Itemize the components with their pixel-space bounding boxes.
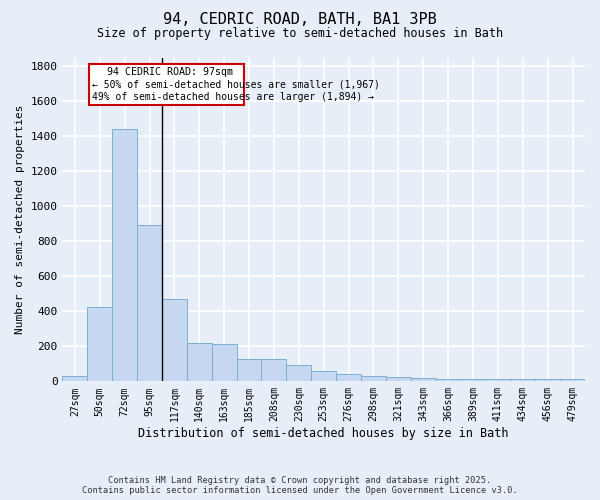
Text: Size of property relative to semi-detached houses in Bath: Size of property relative to semi-detach… — [97, 28, 503, 40]
Bar — [187, 343, 212, 382]
Bar — [311, 371, 336, 382]
Y-axis label: Number of semi-detached properties: Number of semi-detached properties — [15, 104, 25, 334]
Bar — [535, 379, 560, 382]
Bar — [137, 224, 162, 382]
Bar — [162, 299, 187, 382]
Bar — [336, 374, 361, 382]
FancyBboxPatch shape — [89, 64, 244, 105]
Text: 49% of semi-detached houses are larger (1,894) →: 49% of semi-detached houses are larger (… — [92, 92, 374, 102]
Bar — [461, 379, 485, 382]
Text: ← 50% of semi-detached houses are smaller (1,967): ← 50% of semi-detached houses are smalle… — [92, 80, 380, 90]
Bar — [361, 376, 386, 382]
Bar — [485, 379, 511, 382]
Bar — [286, 365, 311, 382]
Text: 94, CEDRIC ROAD, BATH, BA1 3PB: 94, CEDRIC ROAD, BATH, BA1 3PB — [163, 12, 437, 28]
Bar — [386, 378, 411, 382]
Bar — [88, 307, 112, 382]
Bar — [262, 358, 286, 382]
Bar — [112, 130, 137, 382]
Bar — [212, 344, 236, 382]
Text: 94 CEDRIC ROAD: 97sqm: 94 CEDRIC ROAD: 97sqm — [107, 67, 233, 77]
Bar — [436, 379, 461, 382]
Bar — [560, 379, 585, 382]
X-axis label: Distribution of semi-detached houses by size in Bath: Distribution of semi-detached houses by … — [139, 427, 509, 440]
Bar — [411, 378, 436, 382]
Bar — [236, 358, 262, 382]
Text: Contains HM Land Registry data © Crown copyright and database right 2025.
Contai: Contains HM Land Registry data © Crown c… — [82, 476, 518, 495]
Bar — [62, 376, 88, 382]
Bar — [511, 379, 535, 382]
